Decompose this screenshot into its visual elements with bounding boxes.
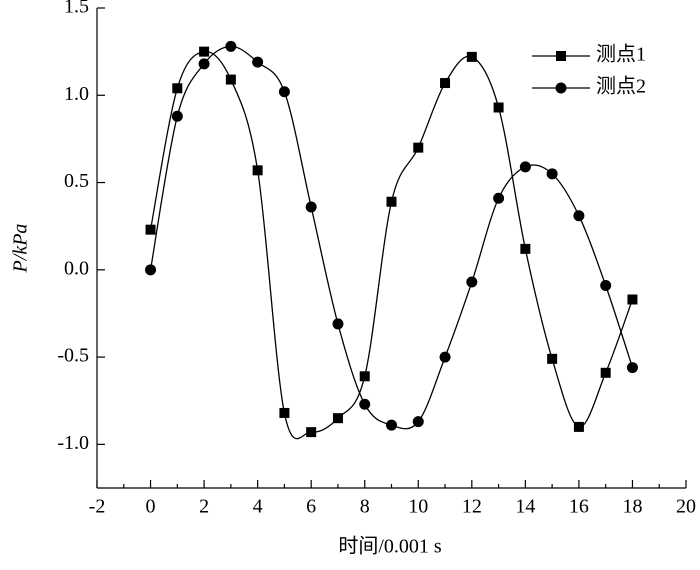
- circle-marker: [198, 58, 210, 70]
- square-marker: [413, 142, 424, 153]
- square-marker: [600, 367, 611, 378]
- x-tick-label: 18: [622, 496, 642, 518]
- x-tick-label: 2: [199, 496, 209, 518]
- circle-marker: [519, 161, 531, 173]
- square-marker: [332, 413, 343, 424]
- circle-marker: [386, 419, 397, 431]
- circle-marker: [573, 210, 585, 222]
- square-marker: [172, 83, 183, 94]
- circle-marker: [493, 192, 505, 204]
- square-marker: [627, 294, 638, 305]
- legend-label: 测点2: [596, 75, 646, 98]
- x-tick-label: 14: [515, 496, 535, 518]
- circle-marker: [359, 398, 371, 410]
- x-axis-label: 时间/0.001 s: [338, 535, 442, 558]
- square-marker: [199, 46, 210, 57]
- circle-marker: [439, 351, 451, 363]
- circle-marker: [600, 280, 612, 292]
- x-tick-label: 8: [360, 496, 370, 518]
- y-tick-label: 0.5: [64, 170, 89, 192]
- square-marker: [547, 353, 558, 364]
- x-tick-label: -2: [89, 496, 106, 518]
- x-tick-label: 6: [306, 496, 316, 518]
- square-marker: [493, 102, 504, 113]
- square-marker: [145, 224, 156, 235]
- square-marker: [573, 421, 584, 432]
- y-tick-label: 0.0: [64, 257, 89, 279]
- circle-marker: [626, 362, 638, 374]
- circle-marker: [412, 416, 424, 428]
- circle-marker: [278, 86, 290, 98]
- x-tick-label: 12: [462, 496, 482, 518]
- circle-marker: [555, 82, 567, 94]
- legend-label: 测点1: [596, 43, 646, 66]
- square-marker: [252, 165, 263, 176]
- square-marker: [386, 196, 397, 207]
- x-tick-label: 0: [146, 496, 156, 518]
- square-marker: [279, 407, 290, 418]
- circle-marker: [225, 40, 237, 52]
- series-line: [149, 50, 634, 440]
- circle-marker: [546, 168, 558, 180]
- y-axis-label: P/kPa: [10, 224, 32, 274]
- x-tick-label: 16: [569, 496, 589, 518]
- square-marker: [440, 78, 451, 89]
- y-tick-label: 1.5: [64, 0, 89, 18]
- circle-marker: [466, 276, 478, 288]
- circle-marker: [171, 110, 183, 122]
- square-marker: [520, 243, 531, 254]
- circle-marker: [332, 318, 344, 330]
- x-tick-label: 4: [253, 496, 263, 518]
- y-tick-label: -1.0: [57, 432, 89, 454]
- x-tick-label: 10: [408, 496, 428, 518]
- circle-marker: [252, 56, 264, 68]
- y-tick-label: 1.0: [64, 83, 89, 105]
- x-tick-label: 20: [676, 496, 696, 518]
- circle-marker: [305, 201, 317, 213]
- series-line: [149, 45, 634, 430]
- circle-marker: [145, 264, 157, 276]
- square-marker: [466, 51, 477, 62]
- square-marker: [556, 51, 566, 61]
- square-marker: [359, 371, 370, 382]
- y-tick-label: -0.5: [57, 345, 89, 367]
- square-marker: [306, 427, 317, 438]
- square-marker: [225, 74, 236, 85]
